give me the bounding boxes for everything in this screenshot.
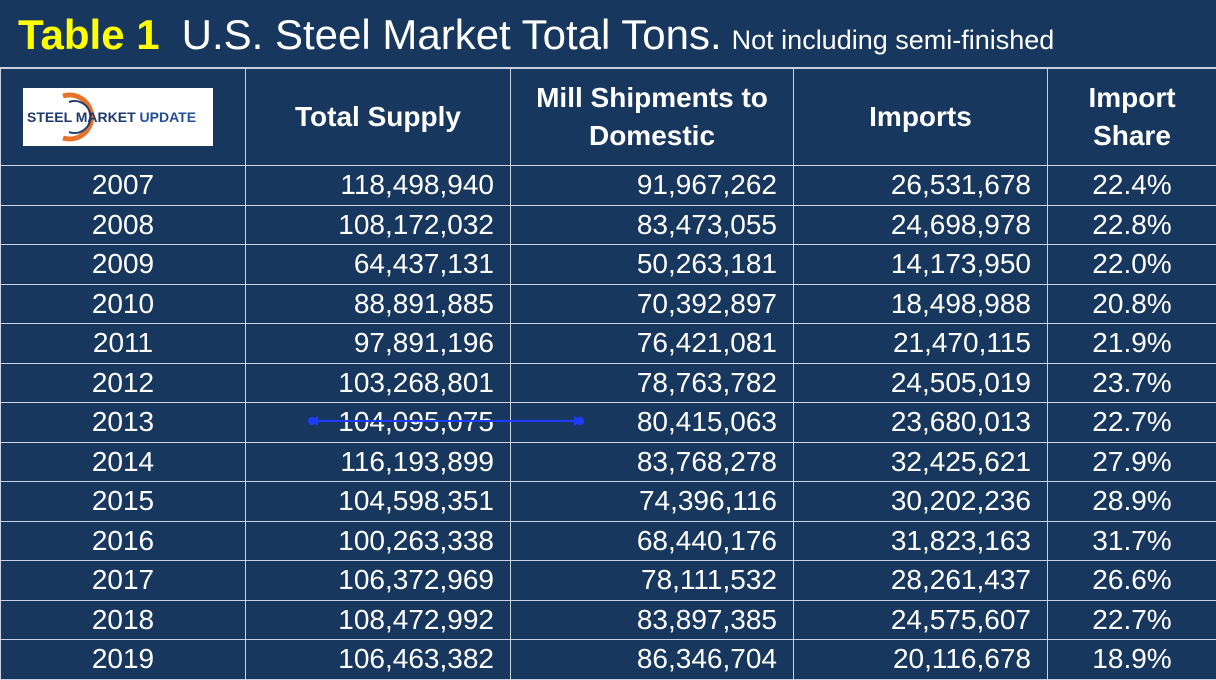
logo-cell: STEEL MARKET UPDATE [1, 69, 246, 166]
value-cell: 116,193,899 [246, 442, 511, 482]
value-cell: 23,680,013 [794, 403, 1048, 443]
value-cell: 83,897,385 [511, 600, 794, 640]
value-cell: 106,463,382 [246, 640, 511, 680]
value-cell: 26,531,678 [794, 166, 1048, 206]
value-cell: 76,421,081 [511, 324, 794, 364]
title-bar: Table 1 U.S. Steel Market Total Tons. Not … [0, 0, 1216, 68]
value-cell: 27.9% [1048, 442, 1216, 482]
value-cell: 97,891,196 [246, 324, 511, 364]
value-cell: 24,505,019 [794, 363, 1048, 403]
year-cell: 2017 [1, 561, 246, 601]
year-cell: 2013 [1, 403, 246, 443]
year-cell: 2010 [1, 284, 246, 324]
value-cell: 18.9% [1048, 640, 1216, 680]
value-cell: 22.4% [1048, 166, 1216, 206]
logo-light: UPDATE [140, 109, 197, 125]
value-cell: 22.7% [1048, 403, 1216, 443]
year-cell: 2009 [1, 245, 246, 285]
value-cell: 104,095,075 [246, 403, 511, 443]
value-cell: 20,116,678 [794, 640, 1048, 680]
value-cell: 21,470,115 [794, 324, 1048, 364]
value-cell: 22.0% [1048, 245, 1216, 285]
year-cell: 2015 [1, 482, 246, 522]
value-cell: 103,268,801 [246, 363, 511, 403]
logo: STEEL MARKET UPDATE [23, 88, 213, 146]
value-cell: 74,396,116 [511, 482, 794, 522]
value-cell: 26.6% [1048, 561, 1216, 601]
value-cell: 80,415,063 [511, 403, 794, 443]
value-cell: 22.8% [1048, 205, 1216, 245]
column-header: Total Supply [246, 69, 511, 166]
value-cell: 78,111,532 [511, 561, 794, 601]
logo-bold: STEEL MARKET [27, 109, 136, 125]
value-cell: 22.7% [1048, 600, 1216, 640]
value-cell: 18,498,988 [794, 284, 1048, 324]
value-cell: 88,891,885 [246, 284, 511, 324]
value-cell: 108,472,992 [246, 600, 511, 640]
title: U.S. Steel Market Total Tons. [182, 11, 722, 58]
year-cell: 2018 [1, 600, 246, 640]
note: Not including semi-finished [732, 25, 1055, 55]
value-cell: 86,346,704 [511, 640, 794, 680]
value-cell: 64,437,131 [246, 245, 511, 285]
column-header: Imports [794, 69, 1048, 166]
column-header: Import Share [1048, 69, 1216, 166]
value-cell: 24,575,607 [794, 600, 1048, 640]
value-cell: 104,598,351 [246, 482, 511, 522]
value-cell: 108,172,032 [246, 205, 511, 245]
value-cell: 118,498,940 [246, 166, 511, 206]
value-cell: 32,425,621 [794, 442, 1048, 482]
value-cell: 20.8% [1048, 284, 1216, 324]
value-cell: 31.7% [1048, 521, 1216, 561]
value-cell: 24,698,978 [794, 205, 1048, 245]
year-cell: 2012 [1, 363, 246, 403]
value-cell: 83,473,055 [511, 205, 794, 245]
year-cell: 2014 [1, 442, 246, 482]
year-cell: 2008 [1, 205, 246, 245]
value-cell: 30,202,236 [794, 482, 1048, 522]
value-cell: 23.7% [1048, 363, 1216, 403]
value-cell: 78,763,782 [511, 363, 794, 403]
table-label: Table 1 [18, 11, 160, 58]
value-cell: 106,372,969 [246, 561, 511, 601]
year-cell: 2016 [1, 521, 246, 561]
year-cell: 2011 [1, 324, 246, 364]
year-cell: 2007 [1, 166, 246, 206]
value-cell: 83,768,278 [511, 442, 794, 482]
value-cell: 70,392,897 [511, 284, 794, 324]
value-cell: 31,823,163 [794, 521, 1048, 561]
column-header: Mill Shipments to Domestic [511, 69, 794, 166]
year-cell: 2019 [1, 640, 246, 680]
value-cell: 50,263,181 [511, 245, 794, 285]
value-cell: 14,173,950 [794, 245, 1048, 285]
value-cell: 68,440,176 [511, 521, 794, 561]
value-cell: 28,261,437 [794, 561, 1048, 601]
value-cell: 91,967,262 [511, 166, 794, 206]
value-cell: 100,263,338 [246, 521, 511, 561]
value-cell: 28.9% [1048, 482, 1216, 522]
value-cell: 21.9% [1048, 324, 1216, 364]
